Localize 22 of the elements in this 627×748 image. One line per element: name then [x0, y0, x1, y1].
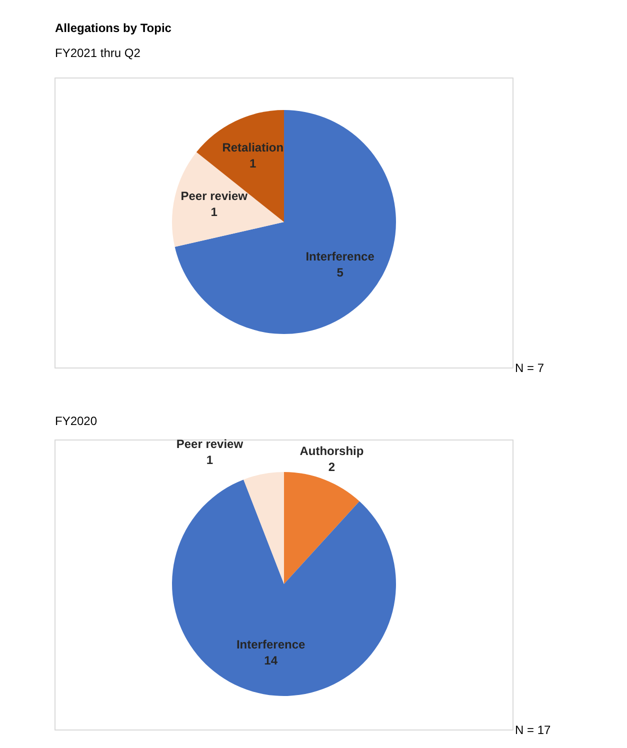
pie-slice: [284, 472, 360, 584]
slice-label: Retaliation: [222, 140, 284, 154]
slice-label: Peer review: [176, 437, 244, 452]
text: N = 17: [515, 723, 552, 737]
slice-label: Peer review: [180, 189, 248, 204]
slice-label: Interference: [306, 250, 375, 264]
data-label: 5: [336, 266, 344, 280]
chart-subtitle: FY2021 thru Q2: [55, 46, 141, 60]
slice-label: Interference: [236, 637, 306, 652]
data-label: 2: [328, 460, 336, 474]
data-label: 1: [210, 205, 218, 220]
data-label: 14: [264, 653, 278, 668]
chart-title: Allegations by Topic: [55, 21, 172, 35]
chart-title: FY2020: [55, 414, 98, 428]
pie-slice: [172, 480, 396, 696]
slice-label: Authorship: [300, 444, 364, 458]
data-label: 1: [250, 156, 257, 170]
pie-slice: [244, 472, 284, 584]
data-label: 1: [206, 453, 214, 468]
pie-slice: [172, 152, 284, 247]
pie-slice: [174, 110, 396, 334]
text: N = 7: [515, 361, 544, 375]
